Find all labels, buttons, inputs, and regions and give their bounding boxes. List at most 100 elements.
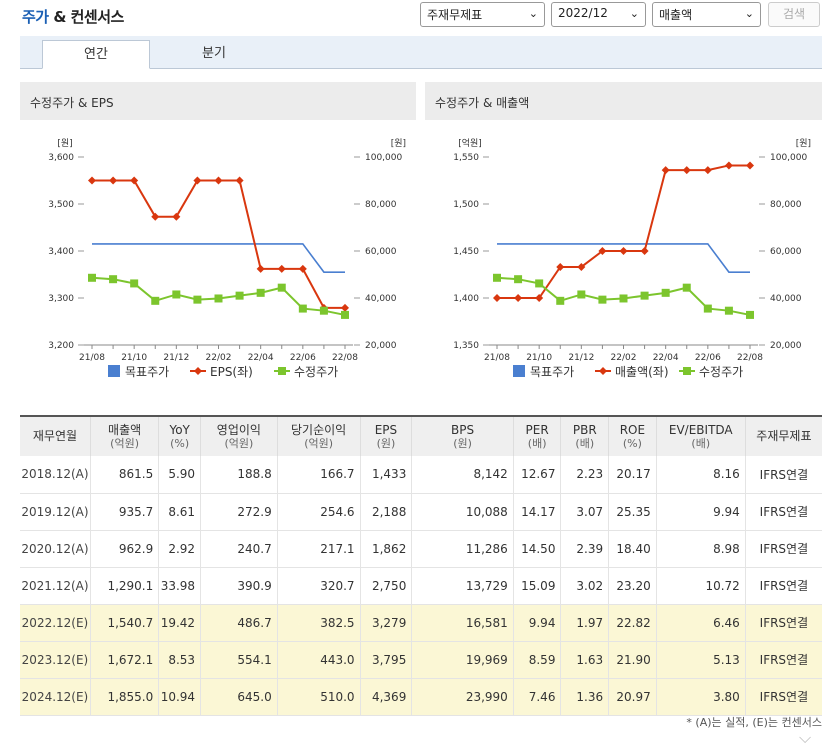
statement-type-select[interactable]: 주재무제표 ⌄ xyxy=(420,2,545,27)
table-header-cell: PER (배) xyxy=(513,415,562,456)
data-point xyxy=(151,296,160,305)
table-cell: 21.90 xyxy=(608,641,657,679)
chevron-down-icon[interactable]: ⌵ xyxy=(799,728,812,747)
table-cell: IFRS연결 xyxy=(745,530,822,568)
table-cell: 16,581 xyxy=(411,604,514,642)
x-tick-label: 21/10 xyxy=(121,353,147,363)
data-point xyxy=(577,262,586,271)
data-point xyxy=(235,291,244,300)
table-cell: 10,088 xyxy=(411,493,514,531)
table-cell: 10.72 xyxy=(656,567,746,605)
table-cell: 14.17 xyxy=(513,493,562,531)
header-label: 영업이익 xyxy=(216,422,261,437)
data-point xyxy=(535,294,544,302)
left-axis-unit: [억원] xyxy=(458,137,482,149)
title-rest: & 컨센서스 xyxy=(48,8,124,26)
data-point xyxy=(493,273,501,282)
x-tick-label: 22/08 xyxy=(737,353,763,363)
header-label: PBR xyxy=(572,422,597,437)
table-cell: 861.5 xyxy=(90,456,160,494)
legend-label: 수정주가 xyxy=(699,365,743,379)
table-cell: 443.0 xyxy=(277,641,361,679)
data-point xyxy=(193,295,202,304)
series-line-0 xyxy=(92,243,345,273)
left-tick-label: 1,400 xyxy=(453,294,479,304)
right-tick-label: 40,000 xyxy=(770,294,802,304)
table-cell: 3,795 xyxy=(360,641,413,679)
left-tick-label: 1,550 xyxy=(453,153,479,163)
table-cell: 188.8 xyxy=(200,456,278,494)
data-point xyxy=(235,176,244,185)
tab-annual[interactable]: 연간 xyxy=(42,40,150,69)
search-button[interactable]: 검색 xyxy=(768,2,820,27)
data-point xyxy=(514,275,523,284)
right-axis-unit: [원] xyxy=(796,138,811,149)
table-cell: 2020.12(A) xyxy=(20,530,91,568)
table-row: 2023.12(E) 1,672.1 8.53 554.1 443.0 3,795 19,9… xyxy=(20,641,822,679)
header-label: PER xyxy=(525,422,549,437)
table-cell: 1,540.7 xyxy=(90,604,160,642)
statement-type-value: 주재무제표 xyxy=(427,8,483,22)
table-cell: 19.42 xyxy=(158,604,202,642)
table-cell: 1.36 xyxy=(560,678,610,716)
table-cell: IFRS연결 xyxy=(745,456,822,494)
left-tick-label: 3,400 xyxy=(48,247,74,257)
data-point xyxy=(619,294,628,303)
table-cell: IFRS연결 xyxy=(745,678,822,716)
header-unit: (%) xyxy=(170,436,190,450)
chart-title-revenue: 수정주가 & 매출액 xyxy=(425,82,822,120)
table-header-cell: YoY (%) xyxy=(158,415,202,456)
left-tick-label: 3,600 xyxy=(48,153,74,163)
table-header-cell: 주재무제표 xyxy=(745,415,822,456)
right-axis-unit: [원] xyxy=(391,138,406,149)
chevron-down-icon: ⌄ xyxy=(744,7,754,20)
legend-swatch-eps xyxy=(599,367,607,375)
header-unit: (원) xyxy=(376,436,396,450)
data-point xyxy=(577,290,586,299)
table-header-cell: PBR (배) xyxy=(560,415,610,456)
left-tick-label: 3,500 xyxy=(48,200,74,210)
x-tick-label: 22/04 xyxy=(248,353,274,363)
series-line-0 xyxy=(497,243,750,273)
data-point xyxy=(277,283,286,292)
data-point xyxy=(661,288,670,297)
table-cell: 23,990 xyxy=(411,678,514,716)
table-cell: 962.9 xyxy=(90,530,160,568)
data-point xyxy=(341,310,349,319)
table-cell: 2023.12(E) xyxy=(20,641,91,679)
table-cell: IFRS연결 xyxy=(745,604,822,642)
legend-swatch-target xyxy=(108,365,120,377)
legend-swatch-price xyxy=(683,367,691,375)
table-cell: 217.1 xyxy=(277,530,361,568)
x-tick-label: 21/08 xyxy=(79,353,105,363)
series-line-1 xyxy=(497,164,750,299)
table-cell: 23.20 xyxy=(608,567,657,605)
data-point xyxy=(724,306,733,315)
table-cell: 15.09 xyxy=(513,567,562,605)
tab-quarterly[interactable]: 분기 xyxy=(202,46,226,61)
table-header-cell: EV/EBITDA (배) xyxy=(656,415,746,456)
period-select[interactable]: 2022/12 ⌄ xyxy=(551,2,646,27)
table-cell: 510.0 xyxy=(277,678,361,716)
table-cell: 2.92 xyxy=(158,530,202,568)
x-tick-label: 21/08 xyxy=(484,353,510,363)
header-label: YoY xyxy=(169,422,190,437)
data-point xyxy=(703,166,712,175)
table-cell: 2.39 xyxy=(560,530,610,568)
table-cell: 554.1 xyxy=(200,641,278,679)
table-cell: 13,729 xyxy=(411,567,514,605)
right-tick-label: 40,000 xyxy=(365,294,397,304)
item-select[interactable]: 매출액 ⌄ xyxy=(652,2,761,27)
table-cell: 18.40 xyxy=(608,530,657,568)
table-cell: 645.0 xyxy=(200,678,278,716)
header-unit: (억원) xyxy=(224,436,254,450)
financial-table: 재무연월 매출액 (억원) YoY (%) 영업이익 (억원) 당기순이익 (억원) EPS (원)… xyxy=(20,415,822,716)
data-point xyxy=(703,304,712,313)
table-cell: 4,369 xyxy=(360,678,413,716)
header-label: BPS xyxy=(451,422,475,437)
header-label: EV/EBITDA xyxy=(668,422,733,437)
data-point xyxy=(256,264,265,273)
x-tick-label: 22/08 xyxy=(332,353,358,363)
data-point xyxy=(193,176,202,185)
data-point xyxy=(341,303,349,312)
